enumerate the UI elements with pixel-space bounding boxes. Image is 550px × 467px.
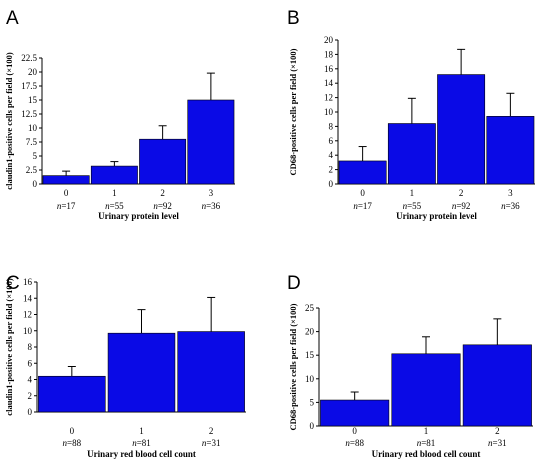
sample-size-label: n=31 bbox=[202, 438, 221, 448]
y-tick-label: 2.5 bbox=[26, 165, 38, 175]
y-tick-label: 15 bbox=[28, 95, 38, 105]
y-tick-label: 12 bbox=[23, 310, 32, 320]
x-category-label: 1 bbox=[112, 188, 117, 198]
y-tick-label: 5 bbox=[310, 397, 315, 407]
sample-size-label: n=17 bbox=[353, 201, 372, 211]
y-axis-label: CD68-positive cells per field (×100) bbox=[288, 48, 298, 175]
bar bbox=[338, 160, 387, 185]
y-tick-label: 2 bbox=[28, 391, 33, 401]
bar bbox=[462, 344, 532, 427]
y-tick-label: 18 bbox=[324, 49, 334, 59]
y-tick-label: 10 bbox=[305, 374, 315, 384]
y-tick-label: 20 bbox=[28, 67, 38, 77]
y-tick-label: 10 bbox=[23, 326, 33, 336]
panel-letter: A bbox=[6, 8, 19, 29]
x-category-label: 0 bbox=[70, 426, 75, 436]
x-category-label: 3 bbox=[209, 188, 214, 198]
bar bbox=[90, 165, 138, 185]
y-tick-label: 8 bbox=[329, 121, 334, 131]
y-tick-label: 10 bbox=[28, 123, 38, 133]
x-category-label: 1 bbox=[410, 188, 415, 198]
y-tick-label: 4 bbox=[329, 150, 334, 160]
y-tick-label: 14 bbox=[324, 78, 334, 88]
x-axis-label: Urinary red blood cell count bbox=[372, 449, 481, 459]
y-tick-label: 10 bbox=[324, 107, 334, 117]
x-category-label: 2 bbox=[459, 188, 464, 198]
y-axis-label: claudin1-positive cells per field (×100) bbox=[4, 278, 14, 416]
sample-size-label: n=31 bbox=[488, 438, 507, 448]
sample-size-label: n=81 bbox=[132, 438, 151, 448]
x-category-label: 0 bbox=[360, 188, 365, 198]
bar bbox=[187, 99, 235, 185]
y-tick-label: 0 bbox=[310, 421, 315, 431]
y-axis-label: claudin1-positive cells per field (×100) bbox=[4, 52, 14, 190]
bar bbox=[42, 175, 90, 185]
sample-size-label: n=88 bbox=[345, 438, 364, 448]
x-category-label: 1 bbox=[424, 426, 429, 436]
bar bbox=[387, 123, 436, 185]
y-tick-label: 8 bbox=[28, 342, 33, 352]
y-tick-label: 20 bbox=[324, 35, 334, 45]
y-tick-label: 5 bbox=[33, 151, 38, 161]
y-tick-label: 6 bbox=[28, 358, 33, 368]
y-tick-label: 22.5 bbox=[21, 53, 37, 63]
x-axis-label: Urinary protein level bbox=[396, 211, 477, 221]
panel-letter: B bbox=[287, 8, 300, 29]
sample-size-label: n=55 bbox=[403, 201, 422, 211]
bar bbox=[38, 375, 106, 413]
bar bbox=[139, 138, 187, 185]
bar bbox=[177, 331, 245, 413]
y-tick-label: 0 bbox=[329, 179, 334, 189]
sample-size-label: n=55 bbox=[105, 201, 124, 211]
y-tick-label: 0 bbox=[28, 407, 33, 417]
y-tick-label: 20 bbox=[305, 327, 315, 337]
sample-size-label: n=88 bbox=[63, 438, 82, 448]
sample-size-label: n=81 bbox=[417, 438, 436, 448]
x-category-label: 0 bbox=[64, 188, 69, 198]
x-axis-label: Urinary red blood cell count bbox=[87, 449, 196, 459]
y-tick-label: 2 bbox=[329, 165, 334, 175]
bar bbox=[486, 116, 535, 185]
y-tick-label: 14 bbox=[23, 293, 33, 303]
bar bbox=[107, 332, 176, 413]
sample-size-label: n=92 bbox=[153, 201, 172, 211]
y-tick-label: 25 bbox=[305, 303, 315, 313]
y-tick-label: 7.5 bbox=[26, 137, 38, 147]
sample-size-label: n=36 bbox=[501, 201, 520, 211]
chart-panel-a: A02.557.51012.51517.52022.5claudin1-posi… bbox=[4, 8, 235, 221]
x-category-label: 1 bbox=[139, 426, 144, 436]
x-category-label: 0 bbox=[352, 426, 357, 436]
y-tick-label: 0 bbox=[33, 179, 38, 189]
sample-size-label: n=92 bbox=[452, 201, 471, 211]
y-tick-label: 16 bbox=[23, 277, 33, 287]
bar bbox=[391, 353, 461, 427]
sample-size-label: n=36 bbox=[202, 201, 221, 211]
panel-letter: C bbox=[6, 273, 20, 294]
x-category-label: 2 bbox=[495, 426, 500, 436]
x-category-label: 2 bbox=[209, 426, 214, 436]
bar bbox=[320, 399, 390, 427]
y-axis-label: CD68-positive cells per field (×100) bbox=[288, 303, 298, 430]
panel-letter: D bbox=[287, 273, 301, 294]
bar bbox=[437, 74, 486, 185]
y-tick-label: 12.5 bbox=[21, 109, 37, 119]
y-tick-label: 16 bbox=[324, 64, 334, 74]
x-category-label: 3 bbox=[508, 188, 513, 198]
y-tick-label: 6 bbox=[329, 136, 334, 146]
y-tick-label: 17.5 bbox=[21, 81, 37, 91]
y-tick-label: 4 bbox=[28, 375, 33, 385]
sample-size-label: n=17 bbox=[57, 201, 76, 211]
x-category-label: 2 bbox=[160, 188, 165, 198]
x-axis-label: Urinary protein level bbox=[98, 211, 179, 221]
y-tick-label: 15 bbox=[305, 350, 315, 360]
y-tick-label: 12 bbox=[324, 93, 333, 103]
